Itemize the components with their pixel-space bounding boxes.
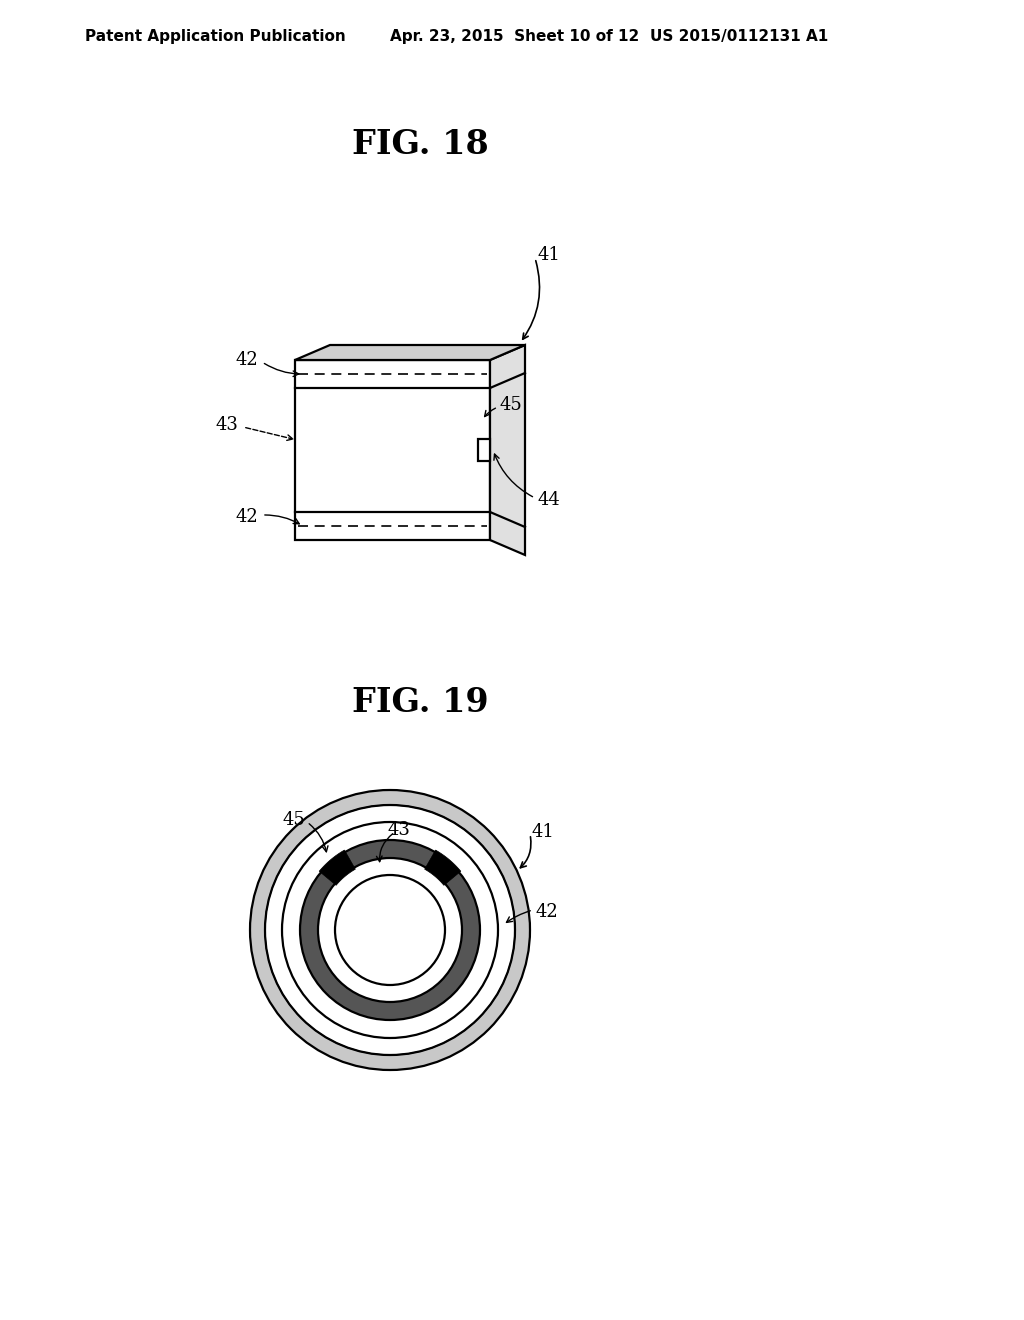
Circle shape	[335, 875, 445, 985]
Polygon shape	[295, 345, 525, 360]
Circle shape	[282, 822, 498, 1038]
Text: 43: 43	[388, 821, 411, 840]
Text: Apr. 23, 2015  Sheet 10 of 12: Apr. 23, 2015 Sheet 10 of 12	[390, 29, 639, 45]
Text: FIG. 18: FIG. 18	[351, 128, 488, 161]
Polygon shape	[295, 360, 490, 540]
Text: 43: 43	[215, 416, 238, 434]
Text: 42: 42	[236, 351, 258, 370]
Circle shape	[250, 789, 530, 1071]
Text: FIG. 19: FIG. 19	[351, 686, 488, 719]
Text: US 2015/0112131 A1: US 2015/0112131 A1	[650, 29, 828, 45]
Circle shape	[318, 858, 462, 1002]
Text: 44: 44	[537, 491, 560, 510]
Text: 42: 42	[535, 903, 558, 921]
Polygon shape	[490, 345, 525, 554]
Circle shape	[265, 805, 515, 1055]
Circle shape	[300, 840, 480, 1020]
Text: 45: 45	[283, 810, 305, 829]
Polygon shape	[425, 850, 461, 886]
Text: 45: 45	[500, 396, 522, 414]
Text: Patent Application Publication: Patent Application Publication	[85, 29, 346, 45]
Polygon shape	[319, 850, 355, 886]
Polygon shape	[478, 440, 490, 461]
Text: 41: 41	[537, 246, 560, 264]
Text: 41: 41	[532, 822, 555, 841]
Text: 42: 42	[236, 508, 258, 525]
